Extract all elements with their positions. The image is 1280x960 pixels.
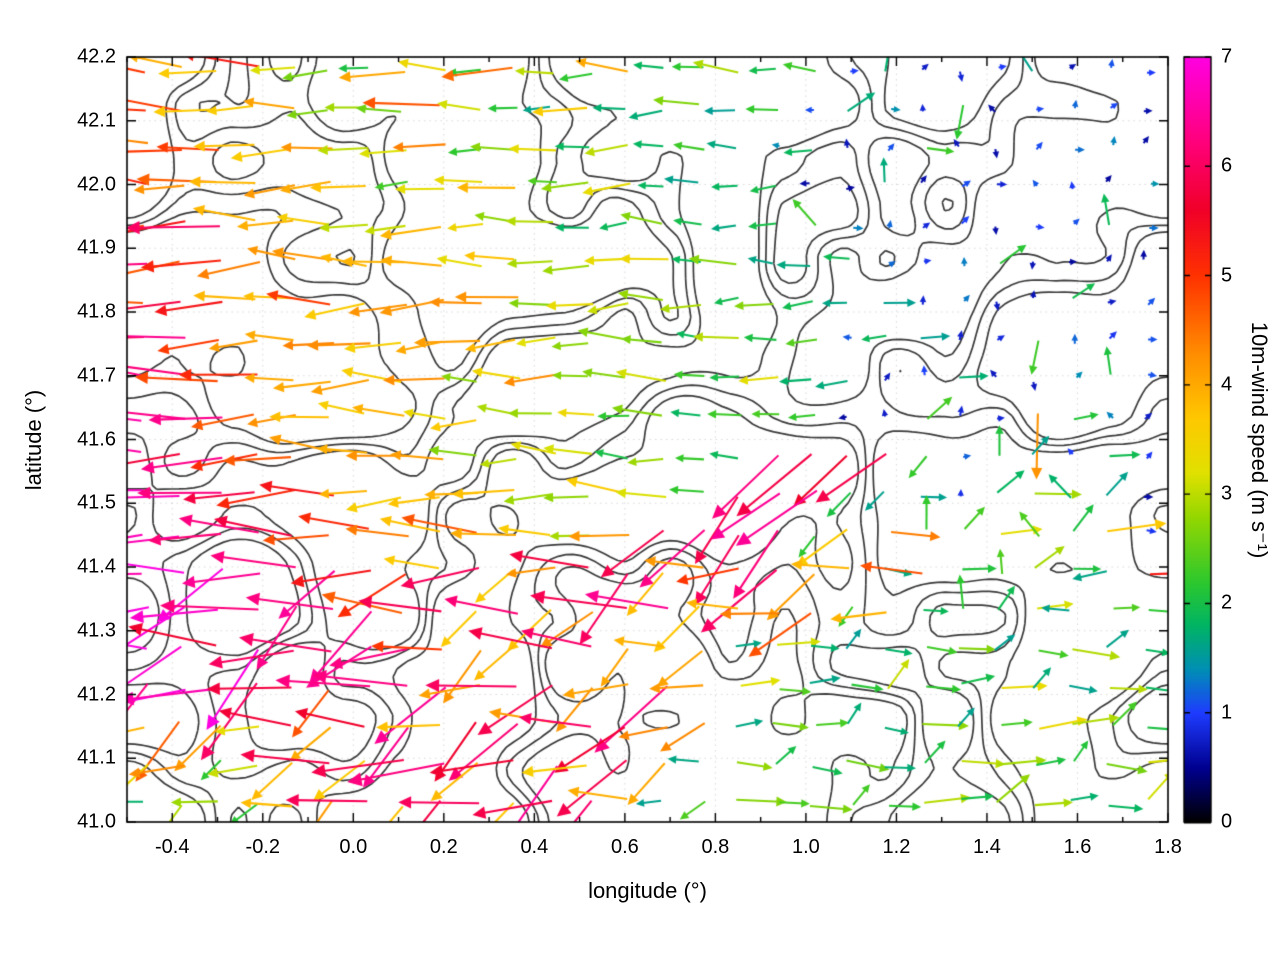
y-tick-label: 41.3 [77,619,116,642]
x-tick-label: 0.2 [429,836,458,858]
y-tick-label: 41.2 [77,683,116,705]
x-tick-label: 1.4 [973,836,1001,858]
y-tick-label: 41.5 [77,491,116,514]
colorbar-tick-label: 6 [1221,154,1233,177]
x-axis-title: longitude (°) [588,878,707,903]
y-tick-label: 41.4 [77,555,116,578]
y-tick-label: 42.1 [77,109,116,132]
colorbar-tick-label: 5 [1221,264,1233,287]
colorbar-tick-label: 0 [1221,810,1233,833]
y-tick-label: 41.6 [77,428,116,450]
x-tick-label: 0.8 [701,836,730,858]
y-tick-label: 41.1 [77,746,116,769]
x-tick-label: 1.0 [792,836,820,858]
y-tick-label: 42.0 [77,173,116,195]
x-tick-label: 0.4 [520,836,549,858]
x-tick-label: 1.6 [1063,836,1092,858]
x-tick-label: -0.2 [245,836,281,858]
y-tick-label: 42.2 [77,45,116,68]
x-tick-label: 0.6 [610,836,639,858]
x-tick-label: 1.8 [1154,836,1182,858]
colorbar-tick-label: 4 [1221,373,1233,396]
colorbar-tick-label: 7 [1221,45,1233,68]
y-tick-label: 41.9 [77,236,116,259]
x-tick-label: 0.0 [339,836,368,858]
x-tick-label: 1.2 [882,836,911,858]
colorbar-tick-label: 2 [1221,591,1233,614]
colorbar-title: 10m-wind speed (m s⁻¹) [1247,321,1272,559]
y-tick-label: 41.8 [77,300,116,323]
colorbar-tick-label: 1 [1221,701,1233,724]
x-tick-label: -0.4 [155,836,190,858]
colorbar-tick-label: 3 [1221,482,1233,505]
y-tick-label: 41.7 [77,364,116,387]
y-tick-label: 41.0 [77,810,116,833]
